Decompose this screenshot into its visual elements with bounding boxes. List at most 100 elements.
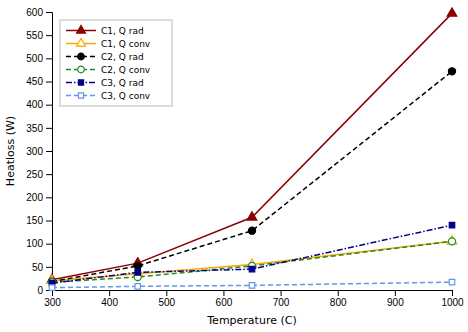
tick-mark xyxy=(281,290,282,296)
y-axis: 0 50 100 150 200 250 300 350 400 450 500 550 600 xyxy=(26,7,52,296)
tick-label: 500 xyxy=(158,297,175,308)
point xyxy=(248,227,255,234)
tick-label: 450 xyxy=(26,76,43,87)
tick: 600 xyxy=(26,7,52,18)
tick-label: 400 xyxy=(101,297,118,308)
legend-marker xyxy=(78,80,83,85)
series-line xyxy=(52,282,452,288)
point xyxy=(449,279,454,284)
chart: 300 400 500 600 700 800 900 1000 0 50 100 150 200 250… xyxy=(0,0,468,332)
tick-mark xyxy=(46,221,52,222)
tick: 300 xyxy=(44,290,61,308)
legend: C1, Q rad C1, Q conv C2, Q rad C2, Q conv C3… xyxy=(60,20,172,106)
tick-label: 200 xyxy=(26,192,43,203)
tick: 600 xyxy=(216,290,233,308)
tick-label: 250 xyxy=(26,169,43,180)
tick: 900 xyxy=(387,290,404,308)
tick-label: 0 xyxy=(37,285,43,296)
tick: 800 xyxy=(330,290,347,308)
point xyxy=(249,283,254,288)
axis-line xyxy=(53,291,453,297)
point xyxy=(447,8,457,16)
tick-mark xyxy=(46,174,52,175)
tick-label: 600 xyxy=(26,7,43,18)
marks xyxy=(47,8,457,291)
series-line xyxy=(52,241,452,280)
point xyxy=(447,236,457,244)
y-axis-title: Heatloss (W) xyxy=(4,116,17,186)
tick-mark xyxy=(46,58,52,59)
point xyxy=(48,278,55,285)
tick-label: 500 xyxy=(26,53,43,64)
tick: 400 xyxy=(26,99,52,110)
tick: 550 xyxy=(26,30,52,41)
tick: 50 xyxy=(32,262,52,273)
legend-item: C3, Q rad xyxy=(66,78,144,88)
point xyxy=(448,68,455,75)
tick-mark xyxy=(46,197,52,198)
tick-mark xyxy=(46,128,52,129)
legend-label: C2, Q rad xyxy=(101,52,144,62)
tick-mark xyxy=(166,290,167,296)
legend-marker xyxy=(77,38,86,46)
legend-label: C1, Q conv xyxy=(101,39,151,49)
point xyxy=(448,238,455,245)
tick-mark xyxy=(452,290,453,296)
legend-item: C1, Q rad xyxy=(66,25,144,35)
legend-marker xyxy=(78,53,85,60)
series-line xyxy=(52,225,452,283)
tick-mark xyxy=(46,105,52,106)
point xyxy=(134,262,141,269)
tick: 350 xyxy=(26,123,52,134)
tick: 150 xyxy=(26,215,52,226)
tick: 1000 xyxy=(441,290,464,308)
tick: 200 xyxy=(26,192,52,203)
point xyxy=(49,285,54,290)
legend-marker xyxy=(77,25,86,33)
plot: 300 400 500 600 700 800 900 1000 0 50 100 150 200 250… xyxy=(4,7,464,327)
tick: 100 xyxy=(26,238,52,249)
tick-label: 550 xyxy=(26,30,43,41)
tick: 400 xyxy=(101,290,118,308)
tick: 250 xyxy=(26,169,52,180)
tick-mark xyxy=(46,82,52,83)
tick-mark xyxy=(46,151,52,152)
point xyxy=(449,222,454,227)
tick-label: 400 xyxy=(26,99,43,110)
tick-mark xyxy=(46,267,52,268)
point xyxy=(135,284,140,289)
legend-box xyxy=(60,20,172,106)
point xyxy=(249,266,254,271)
tick-mark xyxy=(109,290,110,296)
legend-label: C3, Q conv xyxy=(101,91,151,101)
tick: 500 xyxy=(158,290,175,308)
point xyxy=(247,212,257,220)
axis-line xyxy=(46,13,53,291)
x-axis: 300 400 500 600 700 800 900 1000 xyxy=(44,290,464,308)
point xyxy=(135,270,140,275)
legend-label: C1, Q rad xyxy=(101,26,144,36)
tick: 450 xyxy=(26,76,52,87)
legend-item: C2, Q rad xyxy=(66,52,144,62)
tick-label: 150 xyxy=(26,215,43,226)
legend-item: C2, Q conv xyxy=(66,65,151,75)
tick-mark xyxy=(395,290,396,296)
tick: 700 xyxy=(273,290,290,308)
tick-mark xyxy=(46,35,52,36)
legend-item: C1, Q conv xyxy=(66,38,151,48)
tick-mark xyxy=(223,290,224,296)
legend-label: C3, Q rad xyxy=(101,78,144,88)
tick-label: 800 xyxy=(330,297,347,308)
tick-label: 300 xyxy=(44,297,61,308)
legend-marker xyxy=(78,66,85,73)
tick-mark xyxy=(338,290,339,296)
tick-label: 300 xyxy=(26,146,43,157)
tick: 500 xyxy=(26,53,52,64)
tick-label: 900 xyxy=(387,297,404,308)
legend-label: C2, Q conv xyxy=(101,65,151,75)
series-line xyxy=(52,13,452,279)
tick-label: 350 xyxy=(26,123,43,134)
tick-label: 700 xyxy=(273,297,290,308)
tick-label: 600 xyxy=(216,297,233,308)
tick: 300 xyxy=(26,146,52,157)
